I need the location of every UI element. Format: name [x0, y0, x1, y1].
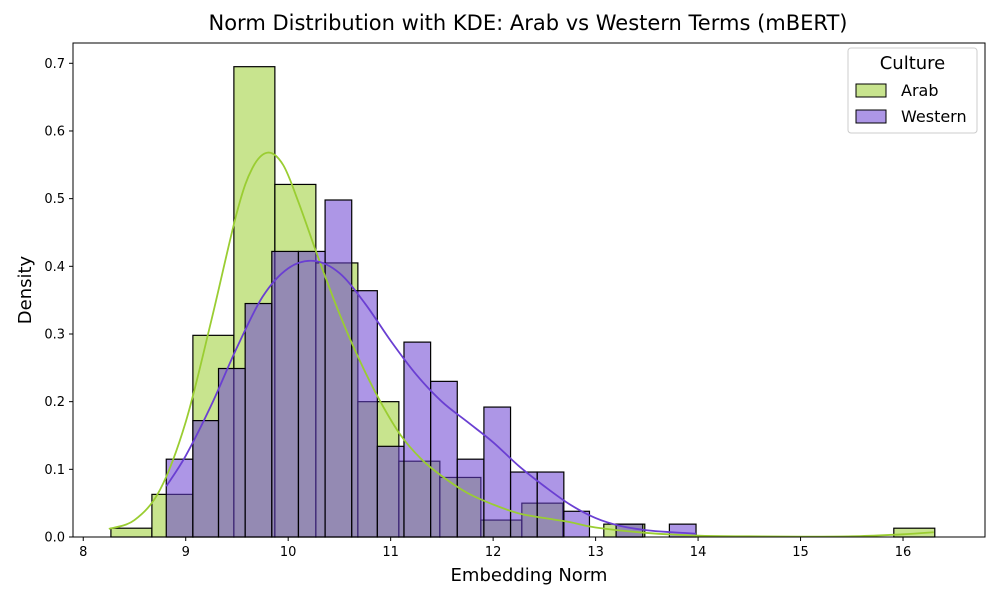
kde-layer: [108, 151, 934, 538]
kde-line-western: [165, 259, 697, 535]
bar-western-0: [165, 458, 194, 538]
y-tick-label: 0.0: [44, 531, 65, 546]
bar-western-4: [271, 250, 300, 538]
x-tick-label: 12: [485, 545, 502, 560]
kde-line-arab: [108, 151, 934, 538]
x-axis-label: Embedding Norm: [451, 565, 608, 586]
x-tick-label: 15: [792, 545, 809, 560]
x-tick-label: 14: [690, 545, 707, 560]
bar-western-13: [509, 471, 538, 538]
bar-western-2: [217, 367, 246, 538]
y-tick-label: 0.6: [44, 124, 65, 139]
plot-area: [72, 42, 986, 538]
y-tick-label: 0.7: [44, 57, 65, 72]
axes-frame: [72, 42, 986, 538]
x-tick-label: 10: [280, 545, 297, 560]
bar-western-1: [192, 420, 220, 538]
y-tick-label: 0.4: [44, 260, 65, 275]
bar-western-5: [297, 250, 326, 538]
bar-western-6: [324, 199, 353, 538]
x-tick-label: 16: [895, 545, 912, 560]
bar-western-7: [351, 290, 378, 538]
bar-arab-0: [110, 527, 153, 538]
bar-western-12: [483, 406, 512, 538]
y-tick-label: 0.2: [44, 395, 65, 410]
bar-western-9: [403, 341, 432, 538]
legend-label-western: Western: [901, 107, 967, 126]
legend-swatch-arab: [855, 83, 887, 98]
bar-western-10: [430, 380, 458, 538]
legend-label-arab: Arab: [901, 81, 938, 100]
legend: Culture Arab Western: [847, 47, 978, 134]
y-tick-label: 0.5: [44, 192, 65, 207]
x-axis: 8 9 10 11 12 13 14 15 16: [79, 537, 911, 560]
x-tick-label: 8: [79, 545, 87, 560]
legend-swatch-western: [855, 109, 887, 124]
y-tick-label: 0.1: [44, 463, 65, 478]
x-tick-label: 13: [587, 545, 604, 560]
bar-western-14: [536, 471, 565, 538]
chart-title: Norm Distribution with KDE: Arab vs West…: [209, 11, 848, 35]
x-tick-label: 11: [382, 545, 399, 560]
bar-western-8: [376, 445, 405, 538]
y-tick-label: 0.3: [44, 327, 65, 342]
bars-western: [165, 199, 697, 538]
bar-western-15: [563, 510, 591, 538]
y-axis-label: Density: [15, 255, 36, 324]
bar-western-3: [244, 302, 273, 538]
legend-title: Culture: [880, 53, 946, 74]
y-axis: 0.0 0.1 0.2 0.3 0.4 0.5 0.6 0.7: [44, 57, 73, 546]
x-tick-label: 9: [182, 545, 190, 560]
